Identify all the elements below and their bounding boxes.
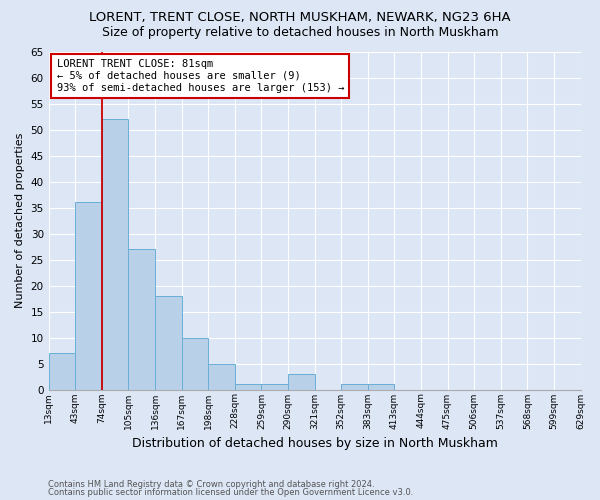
Y-axis label: Number of detached properties: Number of detached properties <box>15 133 25 308</box>
Bar <box>288 374 314 390</box>
Bar <box>208 364 235 390</box>
Text: LORENT, TRENT CLOSE, NORTH MUSKHAM, NEWARK, NG23 6HA: LORENT, TRENT CLOSE, NORTH MUSKHAM, NEWA… <box>89 11 511 24</box>
Bar <box>49 353 75 390</box>
Bar <box>155 296 182 390</box>
X-axis label: Distribution of detached houses by size in North Muskham: Distribution of detached houses by size … <box>131 437 497 450</box>
Bar <box>368 384 394 390</box>
Text: Contains public sector information licensed under the Open Government Licence v3: Contains public sector information licen… <box>48 488 413 497</box>
Bar <box>235 384 262 390</box>
Text: Contains HM Land Registry data © Crown copyright and database right 2024.: Contains HM Land Registry data © Crown c… <box>48 480 374 489</box>
Bar <box>262 384 288 390</box>
Text: Size of property relative to detached houses in North Muskham: Size of property relative to detached ho… <box>101 26 499 39</box>
Bar <box>75 202 102 390</box>
Text: LORENT TRENT CLOSE: 81sqm
← 5% of detached houses are smaller (9)
93% of semi-de: LORENT TRENT CLOSE: 81sqm ← 5% of detach… <box>56 60 344 92</box>
Bar <box>182 338 208 390</box>
Bar <box>128 249 155 390</box>
Bar <box>341 384 368 390</box>
Bar <box>102 119 128 390</box>
